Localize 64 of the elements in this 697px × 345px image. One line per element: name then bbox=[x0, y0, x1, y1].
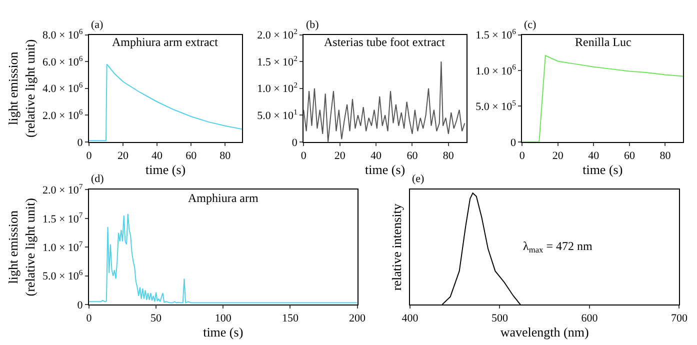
x-tick-label: 80 bbox=[442, 150, 454, 162]
y-tick-label: 5.0 × 10$^{1}$ bbox=[257, 107, 298, 122]
y-axis-title: relative intensity bbox=[388, 203, 404, 291]
y-tick-label: 2.0 × 10$^{6}$ bbox=[42, 107, 83, 122]
x-tick-label: 60 bbox=[186, 150, 198, 162]
x-tick-label: 0 bbox=[300, 150, 307, 162]
x-axis-title: time (s) bbox=[146, 162, 186, 178]
y-tick-label: 0 bbox=[77, 136, 84, 149]
y-axis-title: light emission (relative light unit) bbox=[6, 198, 38, 296]
x-tick-label: 60 bbox=[406, 150, 418, 162]
annotation: Asterias tube foot extract bbox=[324, 35, 446, 49]
x-tick-label: 200 bbox=[349, 312, 366, 325]
x-tick-label: 20 bbox=[552, 150, 564, 162]
x-tick-label: 500 bbox=[491, 312, 508, 325]
y-tick-label: 0 bbox=[77, 299, 84, 312]
chart-title: (a) bbox=[91, 19, 104, 31]
x-axis-title: time (s) bbox=[582, 162, 623, 178]
chart-title: (e) bbox=[412, 173, 425, 185]
y-tick-label: 2.0 × 10$^{2}$ bbox=[257, 27, 298, 42]
chart-title: (b) bbox=[306, 19, 320, 31]
y-tick-label: 1.0 × 10$^{2}$ bbox=[257, 80, 298, 96]
y-tick-label: 1.0 × 10$^{6}$ bbox=[476, 62, 516, 78]
x-axis-title: wavelength (nm) bbox=[500, 324, 589, 340]
x-tick-label: 700 bbox=[670, 312, 688, 325]
x-tick-label: 0 bbox=[86, 150, 92, 162]
x-tick-label: 80 bbox=[660, 150, 672, 162]
y-tick-label: 1.5 × 10$^{2}$ bbox=[257, 54, 298, 68]
x-tick-label: 40 bbox=[370, 150, 382, 162]
y-tick-label: 0 bbox=[292, 136, 298, 149]
y-tick-label: 4.0 × 10$^{6}$ bbox=[42, 80, 83, 96]
x-axis-title: time (s) bbox=[365, 162, 406, 178]
y-tick-label: 5.0 × 10$^{6}$ bbox=[42, 268, 83, 283]
x-tick-label: 150 bbox=[282, 312, 299, 325]
y-tick-label: 5.0 × 10$^{5}$ bbox=[476, 98, 516, 114]
y-tick-label: 2.0 × 10$^{7}$ bbox=[42, 182, 83, 197]
line-series bbox=[88, 213, 358, 304]
y-tick-label: 8.0 × 10$^{6}$ bbox=[42, 27, 83, 42]
annotation: Amphiura arm bbox=[188, 191, 259, 205]
annotation: λ$_{max}$ = 472 nm bbox=[523, 239, 594, 255]
y-tick-label: 1.5 × 10$^{7}$ bbox=[42, 210, 83, 226]
x-tick-label: 80 bbox=[220, 150, 232, 162]
chart-title: (c) bbox=[524, 19, 537, 31]
y-tick-label: 0 bbox=[510, 136, 516, 149]
line-series bbox=[304, 61, 466, 142]
x-tick-label: 60 bbox=[624, 150, 636, 162]
x-tick-label: 50 bbox=[150, 312, 162, 325]
x-axis-title: time (s) bbox=[203, 324, 244, 340]
x-tick-label: 20 bbox=[334, 150, 346, 162]
x-tick-label: 20 bbox=[118, 150, 130, 162]
y-tick-label: 1.0 × 10$^{7}$ bbox=[42, 239, 83, 254]
x-tick-label: 0 bbox=[86, 312, 92, 325]
x-tick-label: 40 bbox=[588, 150, 600, 162]
y-tick-label: 1.5 × 10$^{6}$ bbox=[476, 27, 516, 42]
y-tick-label: 6.0 × 10$^{6}$ bbox=[42, 54, 83, 68]
x-tick-label: 100 bbox=[214, 312, 232, 325]
x-tick-label: 600 bbox=[581, 312, 598, 325]
annotation: Amphiura arm extract bbox=[112, 35, 219, 49]
chart-title: (d) bbox=[91, 173, 104, 185]
x-tick-label: 0 bbox=[519, 150, 526, 162]
y-axis-title: light emission (relative light unit) bbox=[6, 39, 38, 138]
annotation: Renilla Luc bbox=[575, 35, 632, 49]
line-series bbox=[88, 64, 242, 142]
x-tick-label: 400 bbox=[402, 312, 419, 325]
x-tick-label: 40 bbox=[152, 150, 164, 162]
